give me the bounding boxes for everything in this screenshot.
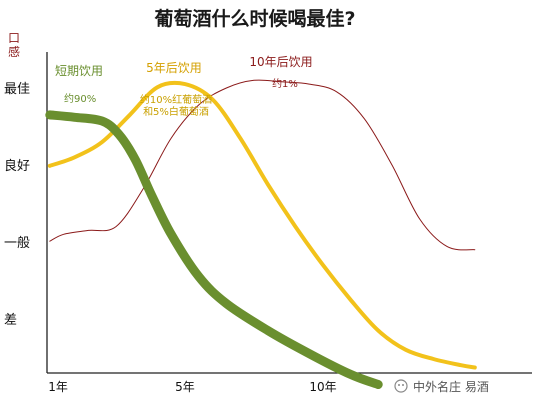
series-share-label: 约10%红葡萄酒 <box>140 93 212 106</box>
y-tick-label: 最佳 <box>4 82 30 97</box>
watermark-text: 中外名庄 易酒 <box>413 379 489 394</box>
series-line-short-term <box>45 110 383 389</box>
series-name-label: 短期饮用 <box>55 64 103 78</box>
series-line-5-years <box>47 80 477 370</box>
chart-title: 葡萄酒什么时候喝最佳? <box>154 7 355 30</box>
series-line-10-years <box>49 79 476 251</box>
x-tick-label: 5年 <box>175 380 195 394</box>
y-axis-label-bottom: 感 <box>8 44 20 59</box>
y-tick-label: 差 <box>4 313 17 328</box>
series-share-label: 约90% <box>64 92 96 105</box>
y-axis-label-top: 口 <box>8 31 20 45</box>
y-tick-label: 一般 <box>4 235 30 251</box>
series-share-label: 约1% <box>272 77 298 90</box>
series-lines <box>45 79 477 389</box>
x-tick-labels: 1年 5年 10年 <box>48 380 336 394</box>
series-name-label: 10年后饮用 <box>249 55 312 69</box>
wechat-icon-inner <box>398 384 400 386</box>
x-tick-label: 10年 <box>309 380 336 394</box>
wechat-icon <box>394 379 408 393</box>
wechat-icon-inner-2 <box>402 384 404 386</box>
y-tick-label: 良好 <box>4 158 30 174</box>
series-name-label: 5年后饮用 <box>146 61 202 75</box>
watermark: 中外名庄 易酒 <box>394 379 489 394</box>
series-share-label: 和5%白葡萄酒 <box>143 105 209 118</box>
x-tick-label: 1年 <box>48 380 68 394</box>
